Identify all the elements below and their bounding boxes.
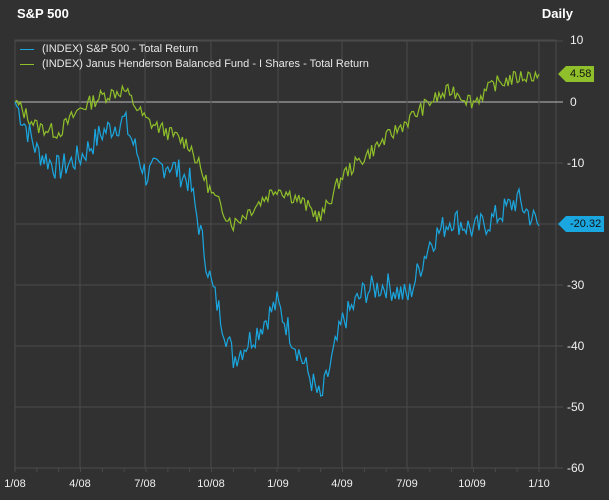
y-tick: 10 (570, 33, 584, 47)
sp500-line (14, 101, 540, 397)
y-tick: 0 (570, 95, 577, 109)
janus-swatch-icon (20, 64, 34, 65)
y-tick: -30 (567, 278, 585, 292)
x-tick: 1/10 (528, 478, 550, 490)
x-tick: 4/09 (331, 478, 353, 490)
janus-last-value-badge: 4.58 (557, 66, 595, 82)
sp500-last-value-badge: -20.32 (557, 216, 605, 232)
y-tick: -40 (567, 339, 585, 353)
x-tick: 7/09 (396, 478, 418, 490)
y-tick: -50 (567, 400, 585, 414)
legend-item-janus[interactable]: (INDEX) Janus Henderson Balanced Fund - … (20, 57, 369, 72)
legend-label: (INDEX) S&P 500 - Total Return (42, 43, 199, 55)
x-tick: 7/08 (134, 478, 156, 490)
x-tick: 10/08 (197, 478, 225, 490)
janus-line (14, 70, 540, 233)
legend: (INDEX) S&P 500 - Total Return (INDEX) J… (20, 42, 369, 72)
gridlines (14, 39, 563, 472)
sp500-swatch-icon (20, 49, 34, 50)
y-tick: -10 (567, 156, 585, 170)
legend-item-sp500[interactable]: (INDEX) S&P 500 - Total Return (20, 42, 369, 57)
x-tick: 1/08 (4, 478, 26, 490)
x-tick: 1/09 (267, 478, 289, 490)
x-tick: 4/08 (69, 478, 91, 490)
x-tick: 10/09 (458, 478, 486, 490)
chart-title: S&P 500 (17, 6, 69, 21)
y-tick: -60 (567, 461, 585, 475)
legend-label: (INDEX) Janus Henderson Balanced Fund - … (42, 58, 369, 70)
period-label[interactable]: Daily (541, 6, 573, 21)
